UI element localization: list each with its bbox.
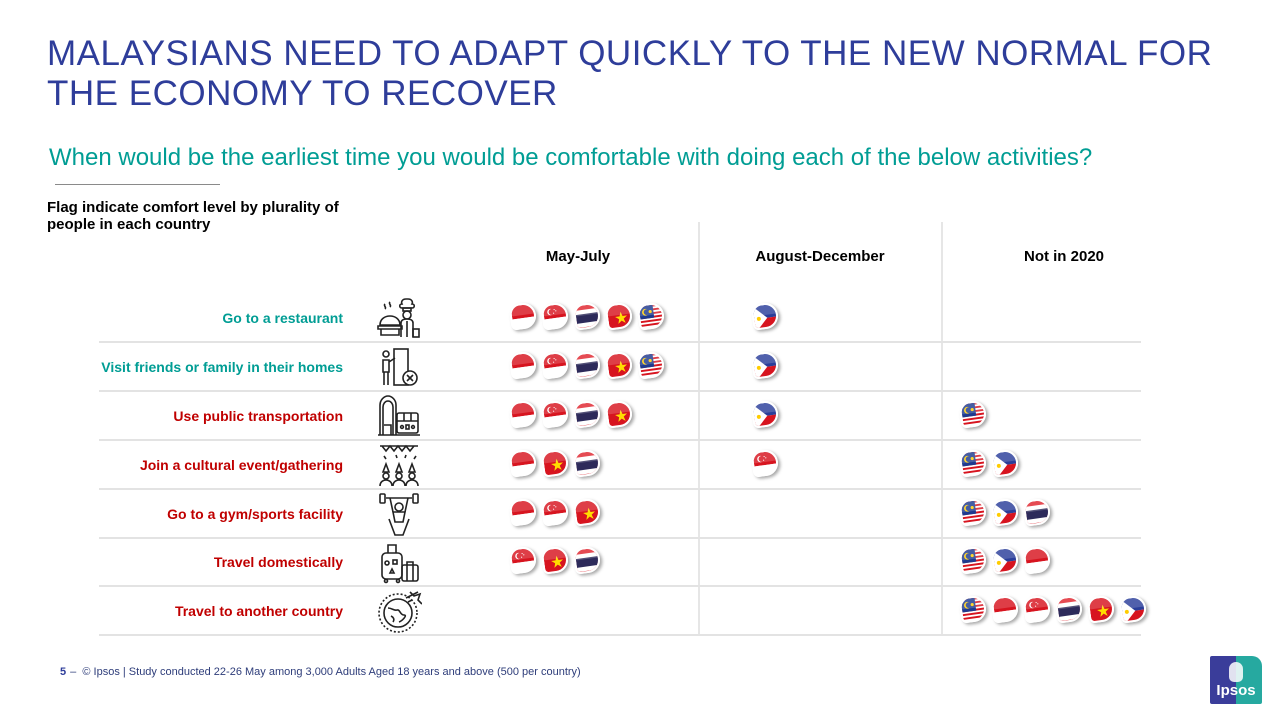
divider bbox=[55, 184, 220, 185]
row-label: Go to a restaurant bbox=[222, 310, 343, 326]
flag-malaysia-icon bbox=[958, 594, 988, 624]
page-number: 5 bbox=[60, 666, 67, 678]
flag-malaysia-icon bbox=[636, 350, 666, 380]
flag-indonesia-icon bbox=[508, 399, 538, 429]
row-label: Visit friends or family in their homes bbox=[101, 359, 343, 375]
flag-philippines-icon bbox=[750, 301, 780, 331]
flag-vietnam-icon bbox=[604, 301, 634, 331]
gathering-icon bbox=[376, 442, 422, 488]
row-divider bbox=[99, 439, 1141, 441]
flag-thailand-icon bbox=[572, 350, 602, 380]
flag-vietnam-icon bbox=[540, 545, 570, 575]
flag-indonesia-icon bbox=[1022, 545, 1052, 575]
flag-philippines-icon bbox=[990, 545, 1020, 575]
flag-singapore-icon bbox=[508, 545, 538, 575]
legend-note: Flag indicate comfort level by plurality… bbox=[47, 199, 339, 233]
flag-philippines-icon bbox=[1118, 594, 1148, 624]
page-title: MALAYSIANS NEED TO ADAPT QUICKLY TO THE … bbox=[47, 34, 1213, 113]
row-divider bbox=[99, 341, 1141, 343]
row-divider bbox=[99, 537, 1141, 539]
flag-vietnam-icon bbox=[540, 448, 570, 478]
home-visit-icon bbox=[376, 344, 422, 390]
logo-text: Ipsos bbox=[1216, 682, 1256, 699]
column-header-not-2020: Not in 2020 bbox=[1023, 248, 1105, 265]
ipsos-logo: Ipsos bbox=[1210, 656, 1262, 704]
flag-indonesia-icon bbox=[508, 350, 538, 380]
row-divider bbox=[99, 488, 1141, 490]
luggage-icon bbox=[376, 539, 422, 585]
flag-singapore-icon bbox=[540, 301, 570, 331]
flag-malaysia-icon bbox=[958, 448, 988, 478]
flag-singapore-icon bbox=[540, 399, 570, 429]
flag-malaysia-icon bbox=[958, 545, 988, 575]
footer: 5– © Ipsos | Study conducted 22-26 May a… bbox=[60, 666, 581, 678]
row-label: Go to a gym/sports facility bbox=[167, 506, 343, 522]
footer-dash: – bbox=[70, 666, 77, 678]
flag-vietnam-icon bbox=[1086, 594, 1116, 624]
flag-philippines-icon bbox=[750, 350, 780, 380]
question-subtitle: When would be the earliest time you woul… bbox=[49, 144, 1093, 171]
flag-malaysia-icon bbox=[958, 399, 988, 429]
flag-indonesia-icon bbox=[508, 301, 538, 331]
globe-plane-icon bbox=[376, 588, 423, 634]
flag-vietnam-icon bbox=[572, 497, 602, 527]
row-divider bbox=[99, 585, 1141, 587]
flag-philippines-icon bbox=[990, 448, 1020, 478]
column-header-may-july: May-July bbox=[545, 248, 611, 265]
column-divider bbox=[698, 222, 700, 634]
flag-thailand-icon bbox=[572, 545, 602, 575]
flag-singapore-icon bbox=[540, 497, 570, 527]
flag-philippines-icon bbox=[750, 399, 780, 429]
flag-singapore-icon bbox=[1022, 594, 1052, 624]
flag-vietnam-icon bbox=[604, 350, 634, 380]
row-divider bbox=[99, 390, 1141, 392]
column-divider bbox=[941, 222, 943, 634]
flag-philippines-icon bbox=[990, 497, 1020, 527]
row-label: Join a cultural event/gathering bbox=[139, 457, 343, 473]
footer-source: © Ipsos | Study conducted 22-26 May amon… bbox=[82, 666, 581, 678]
flag-indonesia-icon bbox=[508, 448, 538, 478]
row-label: Travel to another country bbox=[174, 603, 343, 619]
head-silhouette-icon bbox=[1229, 662, 1243, 682]
flag-indonesia-icon bbox=[990, 594, 1020, 624]
flag-vietnam-icon bbox=[604, 399, 634, 429]
flag-malaysia-icon bbox=[636, 301, 666, 331]
row-label: Travel domestically bbox=[213, 554, 343, 570]
row-label: Use public transportation bbox=[173, 408, 343, 424]
flag-singapore-icon bbox=[750, 448, 780, 478]
flag-thailand-icon bbox=[572, 448, 602, 478]
gym-icon bbox=[376, 491, 422, 537]
flag-thailand-icon bbox=[572, 301, 602, 331]
flag-thailand-icon bbox=[1022, 497, 1052, 527]
row-divider bbox=[99, 634, 1141, 636]
flag-indonesia-icon bbox=[508, 497, 538, 527]
chef-restaurant-icon bbox=[376, 295, 422, 341]
flag-singapore-icon bbox=[540, 350, 570, 380]
flag-thailand-icon bbox=[572, 399, 602, 429]
flag-thailand-icon bbox=[1054, 594, 1084, 624]
flag-malaysia-icon bbox=[958, 497, 988, 527]
public-transport-icon bbox=[376, 393, 422, 439]
column-header-aug-dec: August-December bbox=[755, 248, 885, 265]
